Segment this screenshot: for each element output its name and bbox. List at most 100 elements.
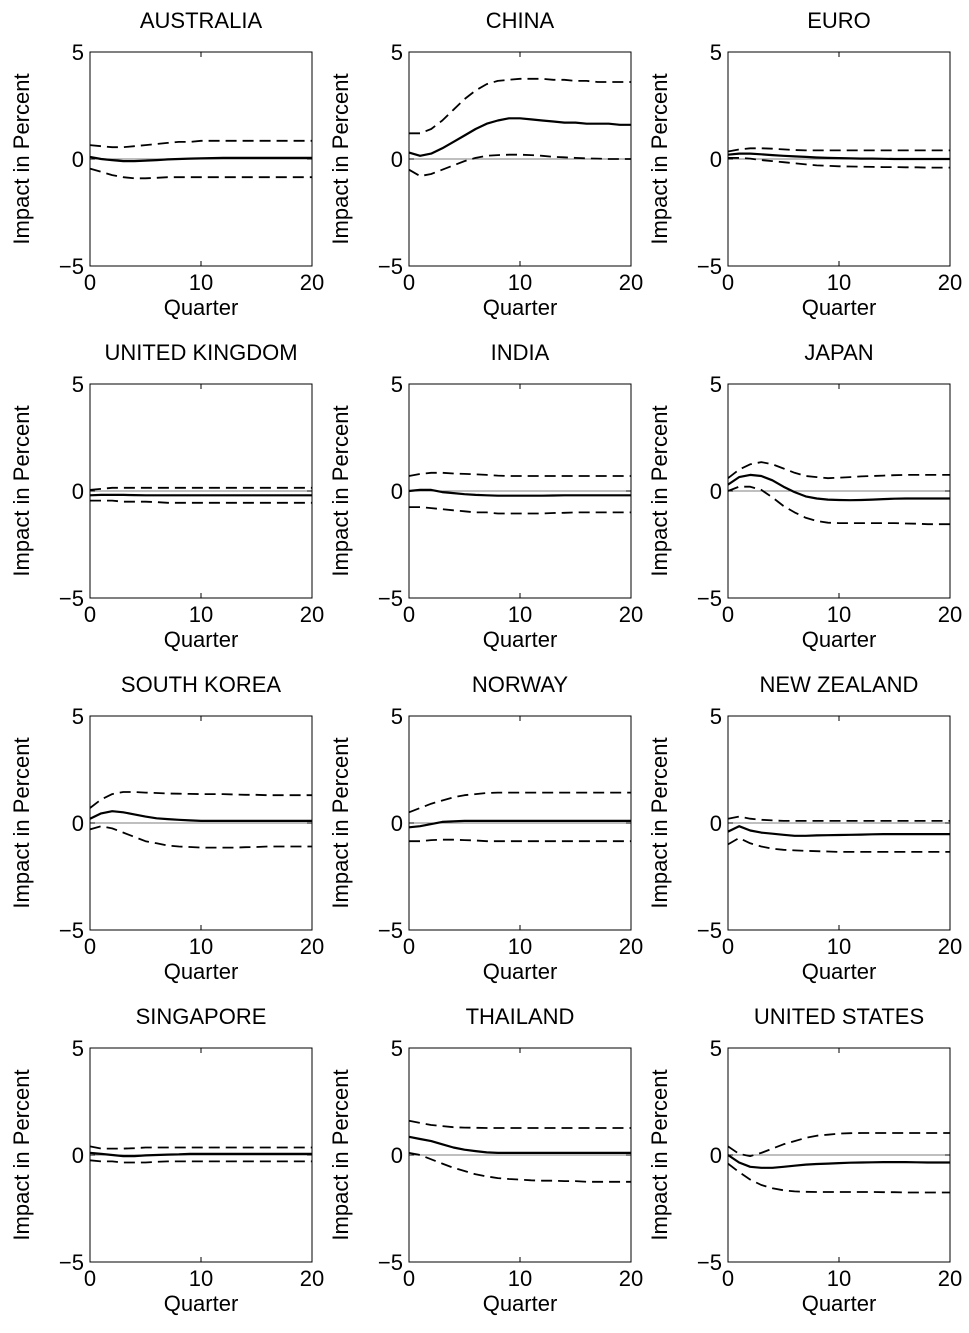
- y-axis-label: Impact in Percent: [9, 405, 34, 576]
- y-tick-label: 0: [72, 479, 84, 504]
- x-tick-label: 0: [403, 934, 415, 959]
- series-median-line: [727, 1154, 950, 1169]
- y-axis-label: Impact in Percent: [647, 73, 672, 244]
- y-tick-label: 5: [391, 372, 403, 397]
- subplot-title: SINGAPORE: [136, 1004, 267, 1029]
- series-median-line: [89, 155, 312, 163]
- x-tick-label: 0: [722, 934, 734, 959]
- subplot-title: THAILAND: [466, 1004, 575, 1029]
- y-tick-label: −5: [378, 586, 403, 611]
- subplot-title: JAPAN: [804, 340, 873, 365]
- x-tick-label: 0: [722, 1266, 734, 1291]
- series-lower-line: [409, 838, 631, 843]
- x-tick-label: 10: [827, 270, 851, 295]
- x-axis-label: Quarter: [483, 959, 558, 984]
- series-lower-line: [408, 1152, 631, 1183]
- x-tick-label: 0: [403, 1266, 415, 1291]
- x-axis-label: Quarter: [483, 627, 558, 652]
- series-upper-line: [408, 1119, 631, 1129]
- series-lower-line: [727, 837, 950, 853]
- y-tick-label: 0: [710, 479, 722, 504]
- series-upper-line: [89, 1145, 312, 1150]
- x-tick-label: 10: [189, 934, 213, 959]
- y-tick-label: 5: [72, 40, 84, 65]
- x-axis-label: Quarter: [164, 1291, 239, 1316]
- x-tick-label: 10: [189, 270, 213, 295]
- x-tick-label: 20: [300, 602, 324, 627]
- y-tick-label: 0: [391, 811, 403, 836]
- x-tick-label: 0: [84, 602, 96, 627]
- y-axis-label: Impact in Percent: [647, 737, 672, 908]
- x-tick-label: 20: [300, 1266, 324, 1291]
- x-axis-label: Quarter: [164, 959, 239, 984]
- series-upper-line: [408, 791, 631, 814]
- y-tick-label: −5: [59, 1250, 84, 1275]
- series-upper-line: [727, 147, 950, 153]
- x-tick-label: 0: [84, 934, 96, 959]
- series-median-line: [727, 152, 950, 161]
- series-upper-line: [727, 1132, 950, 1157]
- y-axis-label: Impact in Percent: [9, 737, 34, 908]
- series-median-line: [408, 1135, 631, 1155]
- series-lower-line: [89, 1159, 312, 1164]
- x-tick-label: 10: [189, 602, 213, 627]
- x-tick-label: 0: [84, 270, 96, 295]
- y-tick-label: 0: [391, 1143, 403, 1168]
- x-axis-label: Quarter: [164, 295, 239, 320]
- series-median-line: [408, 117, 631, 157]
- y-axis-label: Impact in Percent: [9, 73, 34, 244]
- y-tick-label: 5: [391, 40, 403, 65]
- series-lower-line: [89, 167, 312, 180]
- series-lower-line: [728, 156, 950, 169]
- y-tick-label: 5: [710, 1036, 722, 1061]
- x-tick-label: 20: [619, 1266, 643, 1291]
- x-tick-label: 0: [84, 1266, 96, 1291]
- y-tick-label: −5: [697, 254, 722, 279]
- x-tick-label: 20: [938, 602, 962, 627]
- y-tick-label: −5: [59, 586, 84, 611]
- series-upper-line: [89, 139, 312, 149]
- x-axis-label: Quarter: [164, 627, 239, 652]
- y-axis-label: Impact in Percent: [647, 405, 672, 576]
- series-lower-line: [90, 499, 312, 504]
- y-axis-label: Impact in Percent: [328, 405, 353, 576]
- x-axis-label: Quarter: [802, 959, 877, 984]
- y-tick-label: 5: [72, 1036, 84, 1061]
- subplot-title: NORWAY: [472, 672, 568, 697]
- subplot-title: SOUTH KOREA: [121, 672, 281, 697]
- x-tick-label: 0: [722, 270, 734, 295]
- y-tick-label: −5: [59, 254, 84, 279]
- subplot-title: INDIA: [491, 340, 550, 365]
- y-axis-label: Impact in Percent: [328, 73, 353, 244]
- y-tick-label: −5: [378, 1250, 403, 1275]
- y-tick-label: −5: [378, 254, 403, 279]
- y-tick-label: 5: [391, 1036, 403, 1061]
- y-tick-label: 0: [710, 147, 722, 172]
- y-tick-label: 0: [72, 811, 84, 836]
- y-tick-label: −5: [697, 586, 722, 611]
- x-axis-label: Quarter: [483, 1291, 558, 1316]
- subplot-title: NEW ZEALAND: [760, 672, 919, 697]
- y-tick-label: 0: [391, 479, 403, 504]
- y-tick-label: 0: [710, 811, 722, 836]
- series-median-line: [727, 825, 950, 837]
- series-median-line: [89, 810, 312, 823]
- y-tick-label: 5: [72, 704, 84, 729]
- y-tick-label: 5: [710, 40, 722, 65]
- x-tick-label: 10: [827, 934, 851, 959]
- series-upper-line: [89, 486, 312, 491]
- subplot-title: EURO: [807, 8, 871, 33]
- series-lower-line: [408, 153, 631, 178]
- series-lower-line: [409, 506, 631, 515]
- y-tick-label: −5: [378, 918, 403, 943]
